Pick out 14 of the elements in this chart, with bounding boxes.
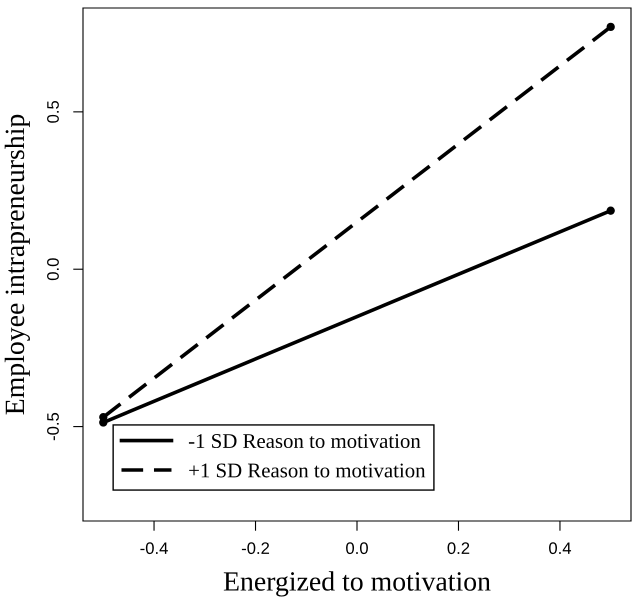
y-tick-label: -0.5 xyxy=(47,412,59,440)
y-tick-label: 0.0 xyxy=(47,258,59,280)
y-tick-label: 0.5 xyxy=(47,100,59,123)
x-tick-label: 0.4 xyxy=(549,542,572,554)
x-tick-label: -0.4 xyxy=(140,542,168,554)
x-tick-label: 0.2 xyxy=(448,542,470,554)
legend-label: -1 SD Reason to motivation xyxy=(188,434,420,448)
point xyxy=(606,206,615,215)
legend-label: +1 SD Reason to motivation xyxy=(189,464,426,478)
point xyxy=(606,22,615,32)
x-axis-title: Energized to motivation xyxy=(224,571,491,597)
x-tick-label: -0.2 xyxy=(242,542,270,554)
x-tick-label: 0.0 xyxy=(346,542,368,554)
y-axis-title: Employee intrapreneurship xyxy=(4,114,30,414)
